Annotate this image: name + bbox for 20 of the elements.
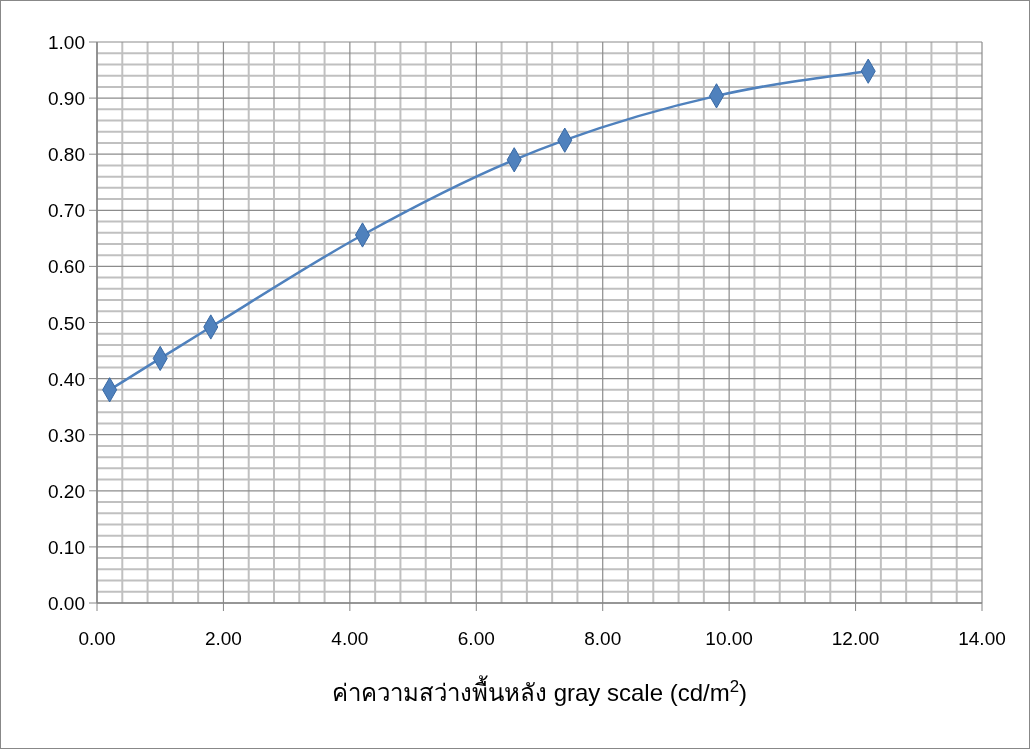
x-tick-label: 4.00 — [331, 628, 369, 649]
x-axis-title: ค่าความสว่างพื้นหลัง gray scale (cd/m$^{2}$) — [331, 675, 748, 706]
y-tick-label: 0.20 — [48, 480, 85, 502]
y-tick-label: 0.00 — [48, 593, 85, 614]
y-tick-label: 0.30 — [48, 424, 85, 446]
y-tick-label: 0.40 — [48, 368, 85, 390]
x-tick-label: 2.00 — [204, 628, 242, 649]
y-tick-label: 0.10 — [48, 536, 85, 558]
x-tick-label: 14.00 — [958, 628, 1006, 649]
x-tick-label: 0.00 — [78, 628, 116, 649]
x-tick-label: 10.00 — [705, 628, 753, 649]
y-tick-label: 0.50 — [48, 312, 85, 334]
x-tick-label: 6.00 — [457, 628, 495, 649]
y-tick-label: 0.90 — [48, 88, 85, 110]
x-tick-label: 12.00 — [831, 628, 880, 649]
y-tick-label: 0.70 — [48, 200, 85, 222]
x-tick-label: 8.00 — [584, 628, 622, 649]
y-tick-label: 1.00 — [48, 32, 85, 53]
y-tick-label: 0.80 — [48, 144, 85, 166]
y-tick-label: 0.60 — [48, 256, 85, 278]
